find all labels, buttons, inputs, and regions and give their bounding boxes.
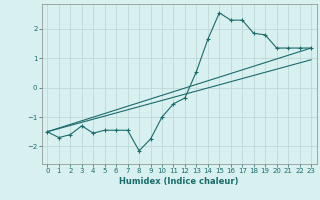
X-axis label: Humidex (Indice chaleur): Humidex (Indice chaleur): [119, 177, 239, 186]
